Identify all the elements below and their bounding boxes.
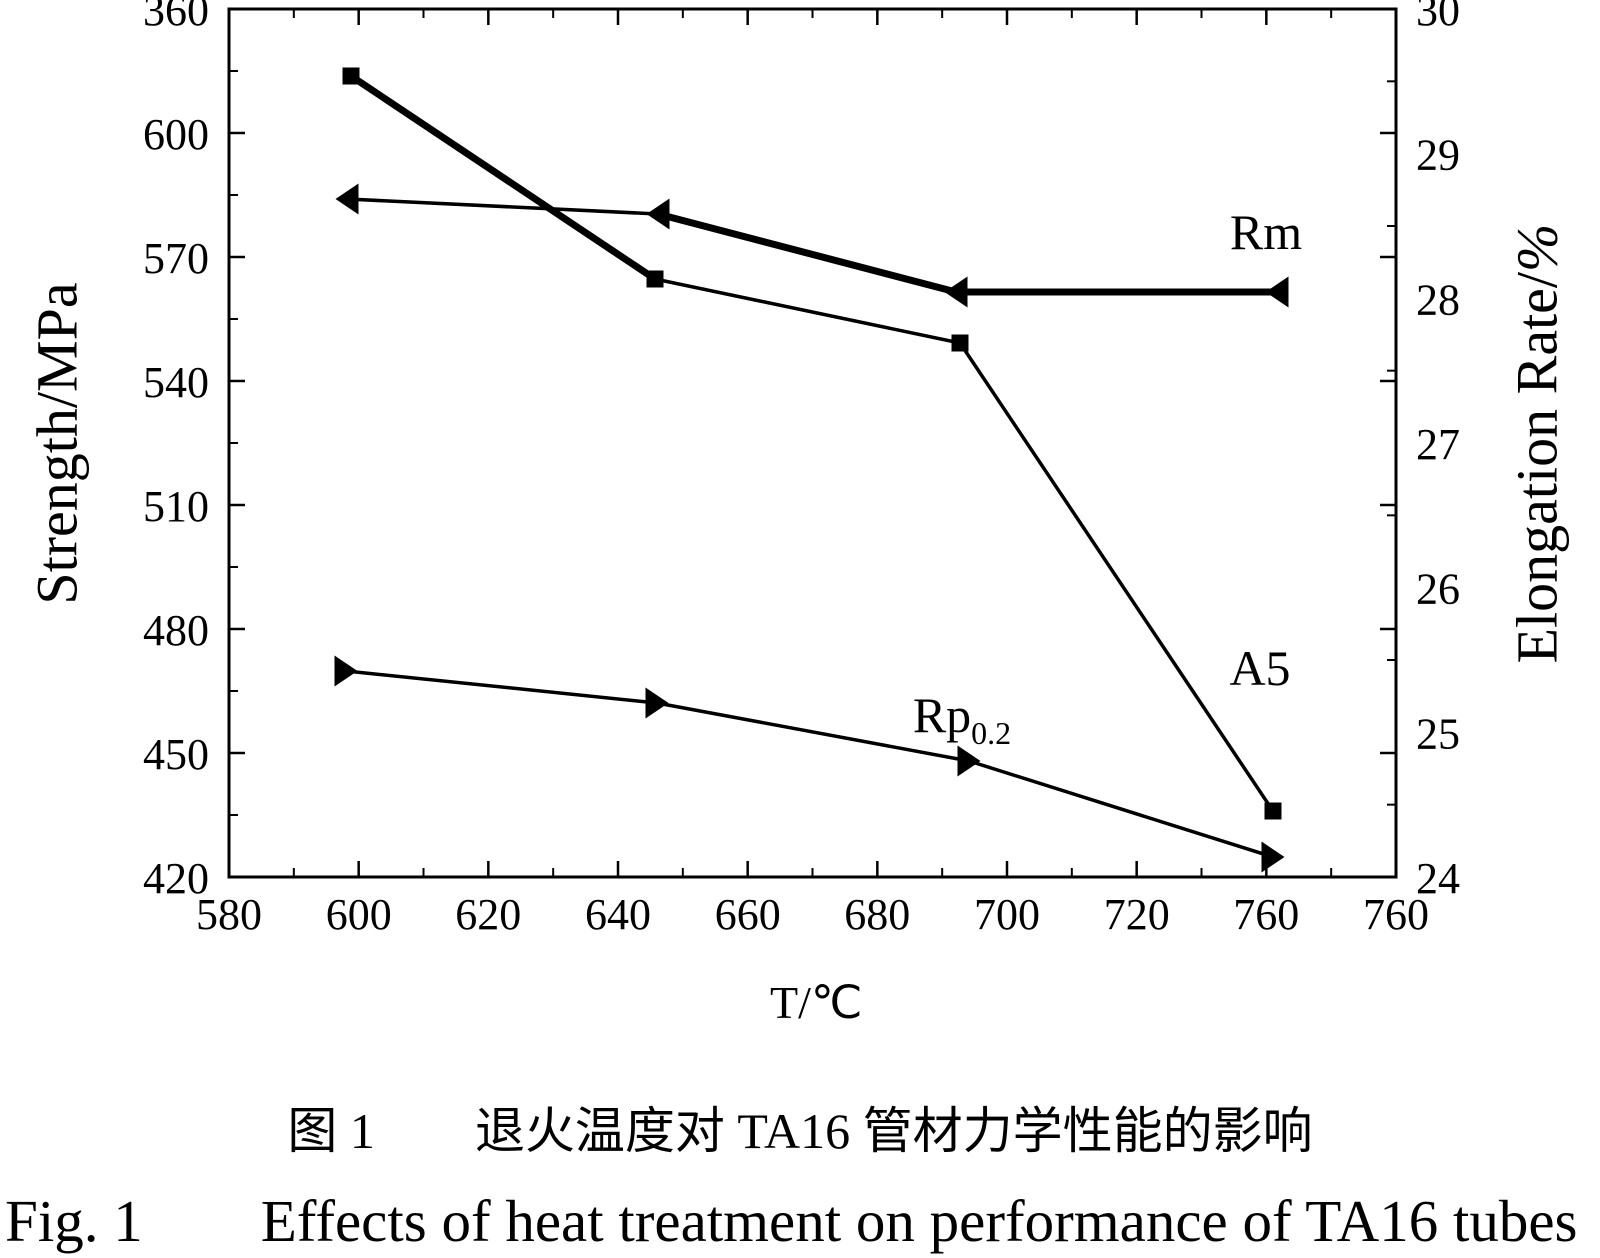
svg-text:570: 570 [143,234,209,283]
svg-text:360: 360 [143,0,209,35]
svg-text:28: 28 [1416,275,1460,324]
svg-text:Rm: Rm [1230,204,1302,260]
svg-text:720: 720 [1104,890,1170,939]
svg-text:510: 510 [143,482,209,531]
svg-text:600: 600 [143,110,209,159]
svg-text:660: 660 [715,890,781,939]
svg-text:480: 480 [143,606,209,655]
svg-text:760: 760 [1233,890,1299,939]
svg-text:29: 29 [1416,131,1460,180]
svg-text:420: 420 [143,854,209,903]
svg-text:700: 700 [974,890,1040,939]
svg-text:450: 450 [143,730,209,779]
svg-text:26: 26 [1416,565,1460,614]
svg-text:30: 30 [1416,0,1460,35]
svg-text:25: 25 [1416,709,1460,758]
svg-text:27: 27 [1416,420,1460,469]
svg-text:540: 540 [143,358,209,407]
svg-text:640: 640 [585,890,651,939]
svg-text:A5: A5 [1229,640,1290,696]
svg-text:600: 600 [326,890,392,939]
svg-text:680: 680 [844,890,910,939]
svg-text:620: 620 [455,890,521,939]
svg-text:Rp0.2: Rp0.2 [913,687,1011,751]
svg-text:24: 24 [1416,854,1460,903]
